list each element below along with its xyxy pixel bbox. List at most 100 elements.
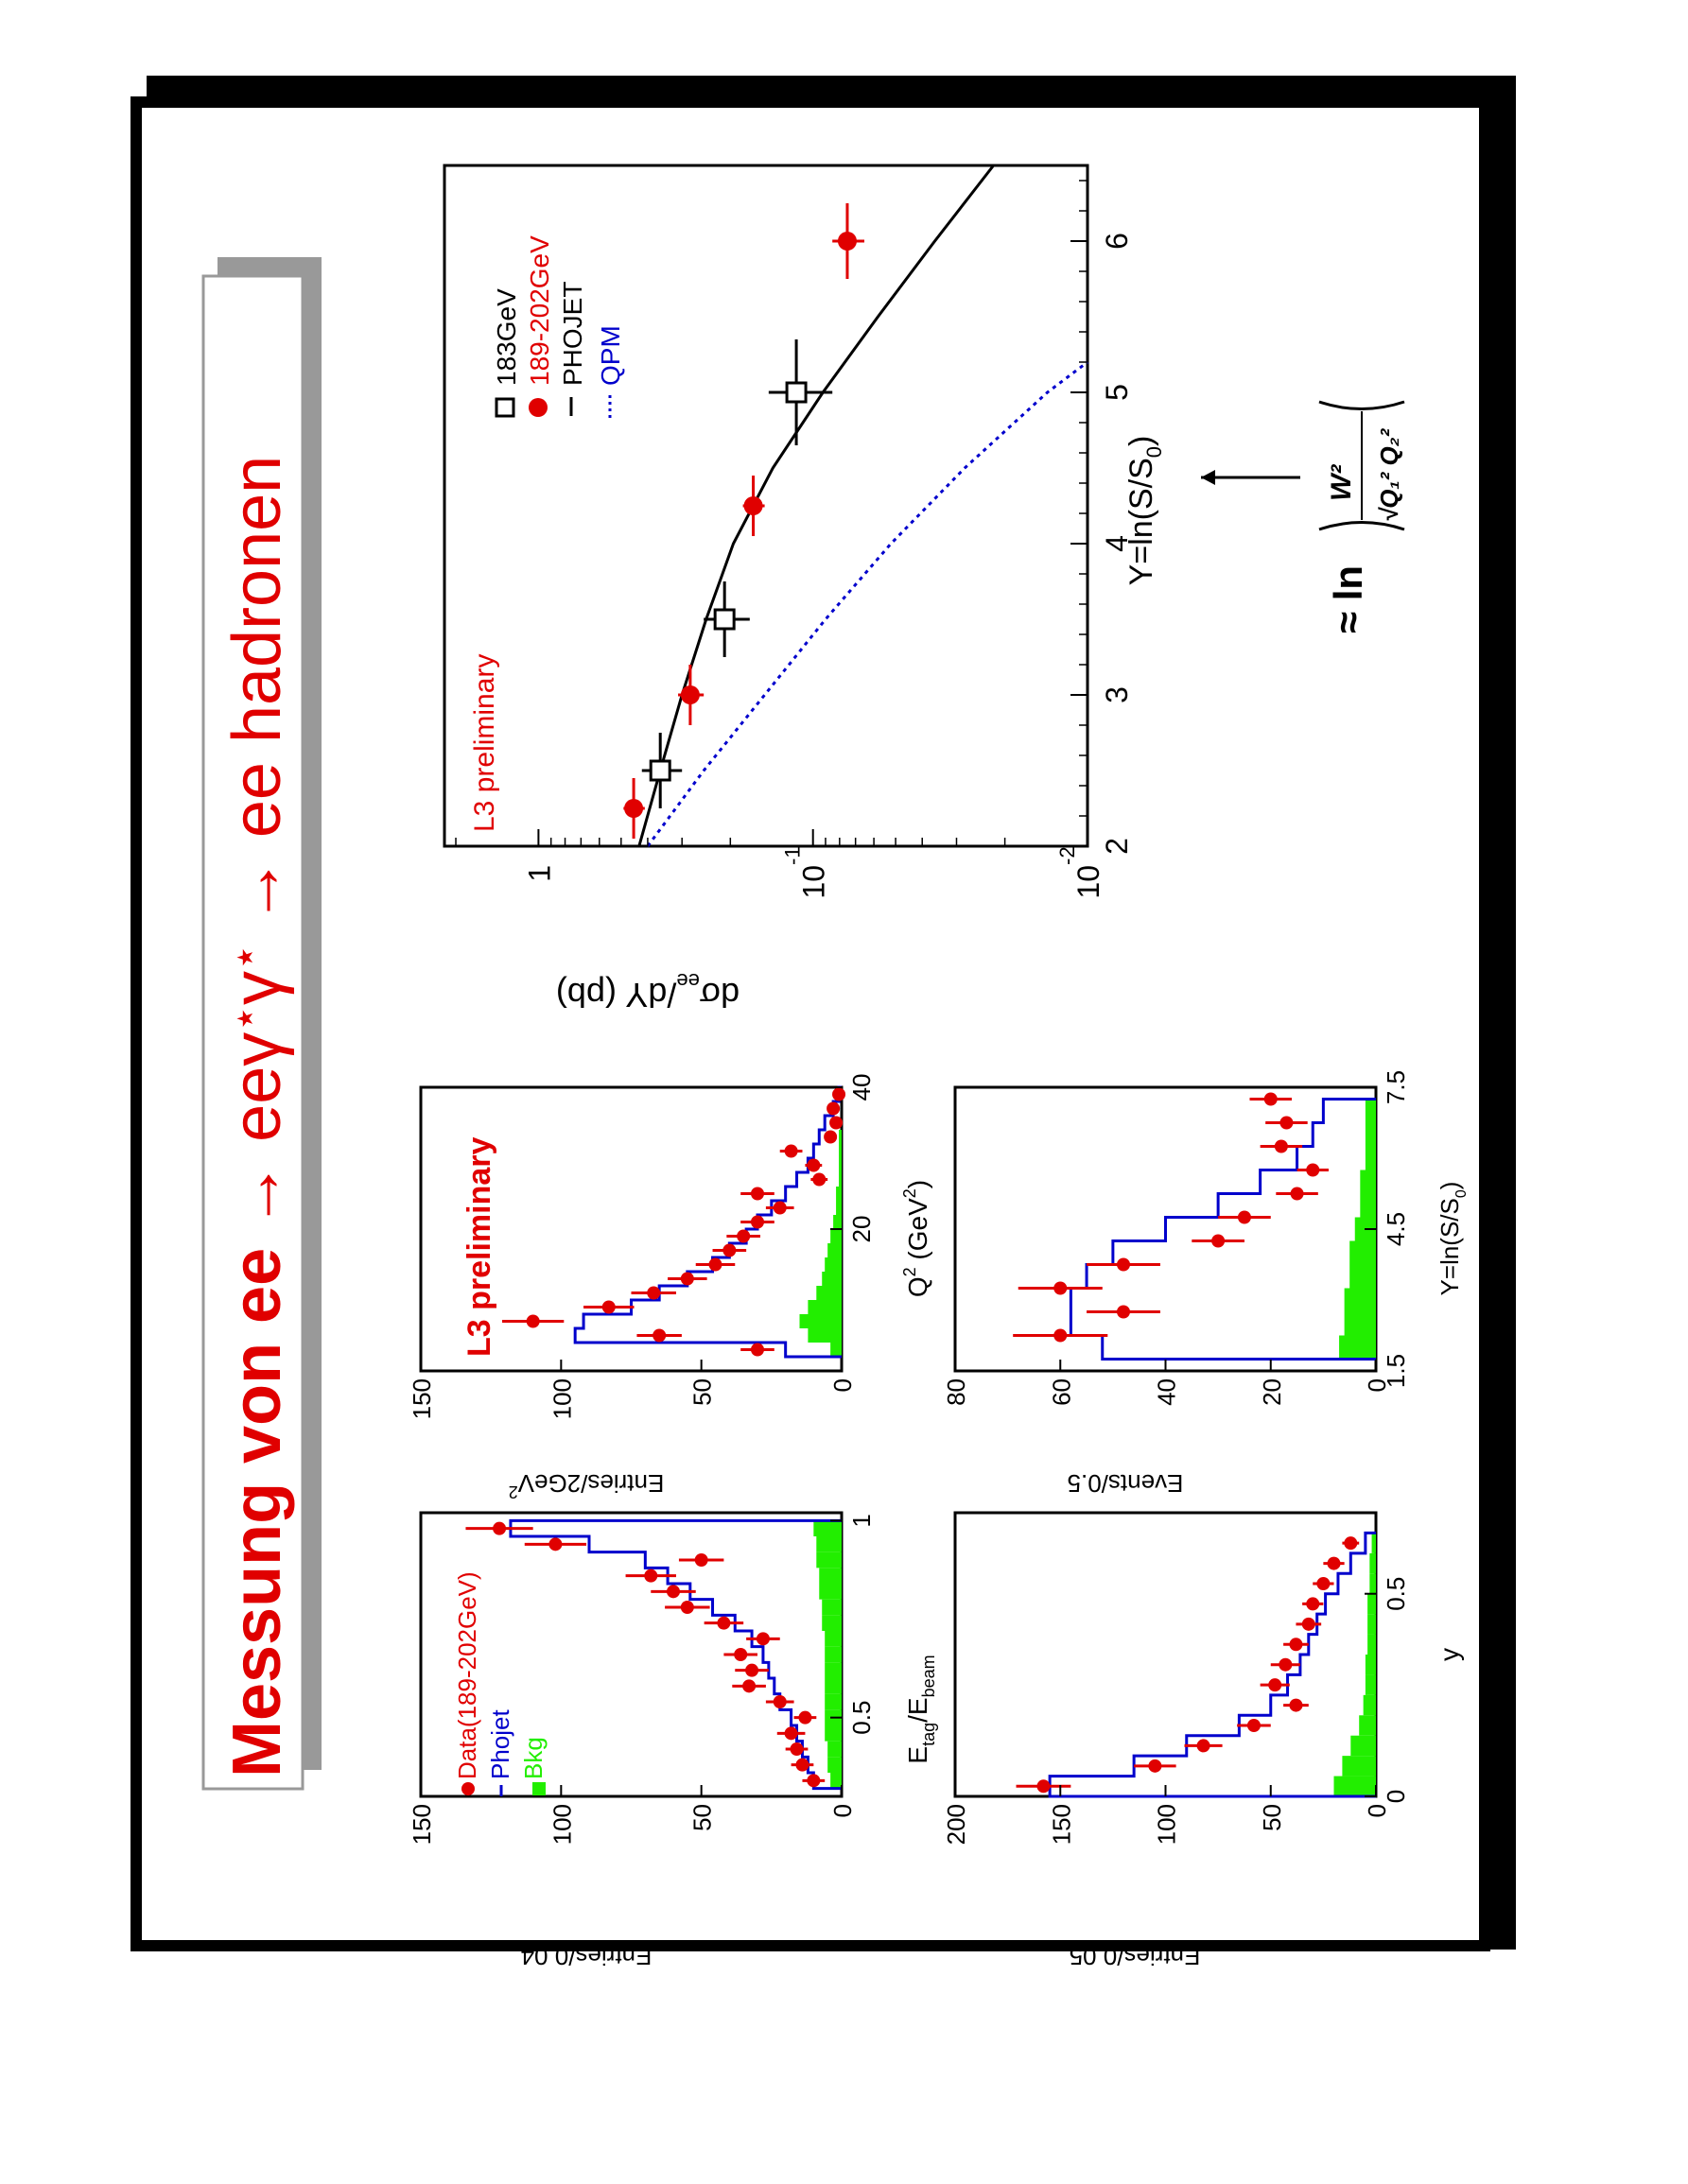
y-data-layer [1016, 1536, 1360, 1794]
ybj-data-point [1289, 1638, 1303, 1652]
q2-bkg-bar [816, 1286, 842, 1300]
ylog-bkg-bar [1360, 1170, 1376, 1194]
ylog-ytick-label: 20 [1258, 1378, 1286, 1406]
legend-183-label: 183GeV [492, 288, 521, 386]
ybj-ytick-label: 150 [1047, 1804, 1075, 1845]
ylog-ticks-layer: 0 20 40 60 80 1.5 4.5 7.5 [942, 1070, 1410, 1406]
ylog-ytick-label: 40 [1153, 1378, 1181, 1406]
ybj-ytick-label: 50 [1258, 1804, 1286, 1831]
ybj-bkg-bar [1365, 1674, 1376, 1695]
ybj-phojet-line [1048, 1531, 1376, 1798]
etag-panel: 0 50 100 150 0.5 1 Etag/Ebeam Entries/0.04 Da… [408, 1511, 938, 1970]
etag-ytick-label: 150 [408, 1804, 436, 1845]
q2-xtick-label: 20 [847, 1216, 876, 1243]
etag-bkg-bar [819, 1568, 842, 1584]
ylog-bkg-bar [1360, 1193, 1376, 1218]
etag-data-point [680, 1601, 694, 1614]
ybj-data-point [1148, 1759, 1162, 1773]
etag-data-point [745, 1663, 759, 1677]
q2-bkg-bar [830, 1229, 842, 1243]
q2-data-point [708, 1257, 722, 1272]
q2-data-point [784, 1144, 798, 1158]
q2-data-point [773, 1201, 787, 1215]
q2-data-point [829, 1116, 844, 1130]
xsec-xtick-label: 2 [1100, 838, 1134, 855]
xsec-xtick-label: 5 [1100, 384, 1134, 401]
qpm-curve [646, 360, 1088, 847]
etag-bkg-bar [825, 1646, 842, 1663]
ylog-data-layer [1013, 1092, 1329, 1343]
xsec-ytick-exponent: -1 [781, 846, 805, 865]
q2-bkg-bar [825, 1257, 842, 1272]
etag-data-point [795, 1758, 809, 1772]
legend-data-dot [461, 1782, 475, 1795]
q2-data-point [751, 1343, 764, 1357]
xsec-183-point [649, 759, 671, 782]
ybj-bkg-bar [1367, 1634, 1376, 1655]
etag-bkg-bar [825, 1678, 842, 1694]
etag-data-point [784, 1726, 798, 1741]
ybj-xtick-label: 0.5 [1382, 1577, 1410, 1611]
etag-axes-frame [419, 1511, 844, 1798]
ybj-bkg-bar [1342, 1756, 1376, 1777]
ylog-data-point [1306, 1163, 1320, 1177]
title-box: Messung von ee → eeγ⋆γ⋆ → ee hadronen [201, 257, 322, 1791]
q2-data-point [751, 1215, 764, 1229]
y-ticks-layer: 0 50 100 150 200 0 0.5 [942, 1577, 1410, 1846]
xsec-curves-layer [637, 165, 1088, 847]
legend-data-label: Data(189-202GeV) [453, 1571, 481, 1779]
ybj-bkg-bar [1333, 1776, 1376, 1796]
ylog-data-point [1279, 1116, 1294, 1130]
q2-bkg-bar [839, 1144, 842, 1158]
ylog-phojet-layer [1069, 1098, 1376, 1361]
ylog-ylabel: Events/0.5 [1068, 1469, 1184, 1498]
ylog-bkg-layer [1339, 1099, 1376, 1360]
q2-data-layer [502, 1087, 846, 1357]
etag-bkg-bar [825, 1725, 842, 1742]
ylog-bkg-bar [1365, 1146, 1376, 1170]
xsec-ytick-label: 1 [522, 865, 556, 882]
xsec-ytick-exponent: -2 [1055, 846, 1079, 865]
etag-bkg-bar [819, 1584, 842, 1600]
ylog-ytick-label: 80 [942, 1378, 970, 1406]
etag-bkg-bar [816, 1536, 842, 1552]
etag-xtick-label: 0.5 [847, 1701, 876, 1735]
phojet-curve [637, 165, 995, 847]
ybj-data-point [1289, 1698, 1303, 1712]
etag-xlabel: Etag/Ebeam [903, 1655, 938, 1763]
formula-numerator: W² [1326, 464, 1357, 501]
ylog-bkg-bar [1344, 1288, 1376, 1312]
ybj-data-point [1268, 1678, 1282, 1692]
xsec-xtick-label: 4 [1100, 535, 1134, 552]
q2-data-point [647, 1286, 661, 1300]
ylog-bkg-bar [1349, 1240, 1376, 1265]
etag-data-point [548, 1537, 563, 1551]
etag-ytick-label: 50 [688, 1804, 717, 1831]
q2-bkg-bar [830, 1343, 842, 1357]
etag-phojet-layer [509, 1518, 842, 1791]
ylog-data-point [1237, 1210, 1251, 1224]
ylog-xtick-label: 1.5 [1382, 1354, 1410, 1388]
ybj-data-point [1279, 1657, 1293, 1672]
q2-data-point [827, 1101, 841, 1116]
q2-bkg-bar [822, 1272, 842, 1286]
ylog-xtick-label: 7.5 [1382, 1070, 1410, 1104]
legend-183-marker [495, 397, 515, 418]
ybj-ytick-label: 0 [1363, 1804, 1391, 1817]
etag-data-point [756, 1632, 770, 1646]
xsec-annotation: L3 preliminary [469, 654, 500, 832]
y-panel: 0 50 100 150 200 0 0.5 y Entries/0.05 [942, 1511, 1464, 1970]
xsec-183-point [785, 381, 808, 404]
ybj-bkg-bar [1369, 1552, 1376, 1574]
ylog-bkg-bar [1365, 1122, 1376, 1147]
q2-xlabel: Q2 (GeV2) [900, 1180, 932, 1297]
ylog-bkg-bar [1344, 1311, 1376, 1336]
etag-data-point [644, 1569, 658, 1583]
ybj-data-point [1246, 1719, 1261, 1732]
etag-data-point [742, 1679, 757, 1693]
y-xlabel: y [1435, 1648, 1464, 1661]
legend-qpm-label: QPM [596, 325, 625, 386]
title-box-frame [201, 274, 305, 1791]
legend-189-label: 189-202GeV [525, 235, 554, 386]
